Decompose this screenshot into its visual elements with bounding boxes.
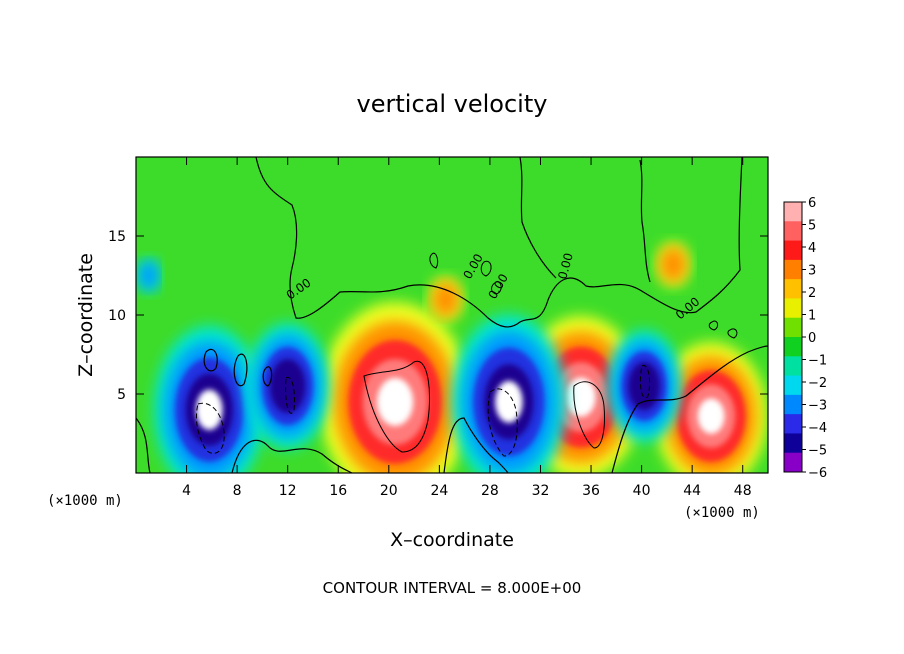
colorbar-swatch [784, 337, 802, 357]
updraft-cell [656, 242, 690, 287]
downdraft-cell [246, 323, 330, 450]
updraft-cell [319, 302, 471, 473]
colorbar-tick-label: 5 [808, 219, 816, 234]
downdraft-level [139, 261, 158, 290]
downdraft-cell [154, 325, 265, 473]
colorbar-swatch [784, 414, 802, 434]
x-unit-label-right: (×1000 m) [684, 505, 760, 521]
colorbar-swatch [784, 259, 802, 280]
y-axis-label: Z–coordinate [75, 253, 97, 377]
colorbar-swatch [784, 298, 802, 319]
x-tick-label: 12 [279, 483, 297, 499]
contour-interval-note: CONTOUR INTERVAL = 8.000E+00 [323, 579, 582, 597]
downdraft-level [495, 380, 523, 423]
x-axis-label: X–coordinate [390, 529, 514, 551]
updraft-level [697, 398, 725, 434]
colorbar-tick-label: −6 [808, 466, 827, 481]
velocity-field [137, 242, 768, 473]
downdraft-cell [607, 330, 681, 443]
x-tick-label: 40 [633, 483, 651, 499]
colorbar-tick-label: −5 [808, 444, 827, 459]
colorbar-tick-label: 1 [808, 309, 816, 324]
updraft-level [432, 281, 460, 318]
x-tick-label: 44 [683, 483, 701, 499]
downdraft-cell [137, 258, 161, 293]
colorbar-swatch [784, 394, 802, 415]
colorbar-swatch [784, 375, 802, 396]
x-tick-label: 4 [182, 483, 191, 499]
colorbar-tick-label: 6 [808, 196, 816, 211]
updraft-level [376, 377, 414, 426]
downdraft-level [628, 362, 660, 411]
updraft-cell [655, 342, 768, 473]
y-tick-label: 10 [108, 308, 126, 324]
colorbar-swatch [784, 356, 802, 377]
updraft-cell [428, 277, 463, 322]
chart-title: vertical velocity [357, 90, 548, 118]
colorbar: 6 5 4 3 2 1 0 −1 −2 −3 −4 −5 −6 [783, 196, 827, 481]
x-tick-label: 28 [481, 483, 499, 499]
colorbar-tick-label: −2 [808, 376, 827, 391]
colorbar-swatch [784, 317, 802, 338]
colorbar-tick-label: 0 [808, 331, 816, 346]
colorbar-swatch [784, 452, 802, 473]
plot-area: 0.00 0.00 0.00 0.00 0.00 [136, 157, 768, 473]
colorbar-swatch [784, 279, 802, 299]
x-tick-label: 8 [233, 483, 242, 499]
colorbar-tick-label: −1 [808, 354, 827, 369]
downdraft-level [269, 359, 306, 414]
x-axis-ticks: 4 8 12 16 20 24 28 32 36 40 44 48 [182, 157, 752, 499]
colorbar-swatch [784, 433, 802, 454]
contour-label: 0.00 [555, 251, 575, 280]
colorbar-tick-label: 3 [808, 264, 816, 279]
colorbar-swatch [784, 221, 802, 242]
colorbar-swatch [784, 202, 802, 222]
colorbar-tick-label: −4 [808, 421, 827, 436]
colorbar-tick-label: −3 [808, 399, 827, 414]
y-tick-label: 15 [108, 229, 126, 245]
colorbar-tick-label: 4 [808, 241, 816, 256]
colorbar-tick-label: 2 [808, 286, 816, 301]
x-tick-label: 32 [532, 483, 550, 499]
x-tick-label: 16 [329, 483, 347, 499]
y-tick-label: 5 [117, 387, 126, 403]
zero-contours [136, 157, 768, 473]
y-axis-ticks: 5 10 15 [108, 229, 768, 403]
downdraft-level [196, 389, 223, 430]
x-tick-label: 48 [734, 483, 752, 499]
updraft-level [659, 246, 687, 283]
downdraft-cell [451, 314, 567, 473]
x-tick-label: 36 [582, 483, 600, 499]
x-tick-label: 24 [430, 483, 448, 499]
colorbar-swatch [784, 240, 802, 261]
x-unit-label-left: (×1000 m) [47, 493, 123, 509]
x-tick-label: 20 [380, 483, 398, 499]
